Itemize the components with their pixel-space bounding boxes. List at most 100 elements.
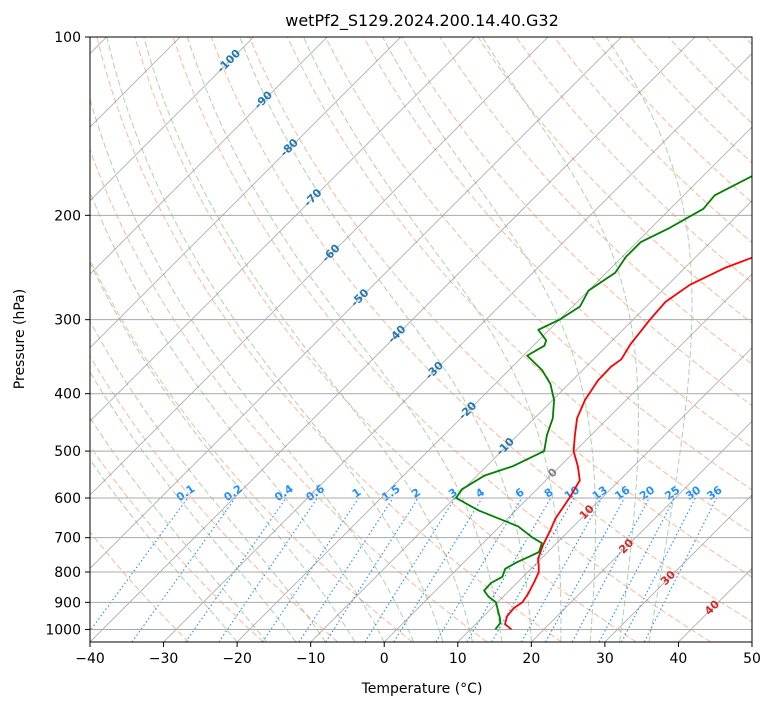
isotherm-line (310, 200, 752, 642)
moist-adiabat (239, 37, 532, 642)
isotherm-label: -40 (385, 322, 408, 345)
x-tick-label: −40 (75, 651, 105, 667)
moist-adiabat (90, 416, 267, 642)
dry-adiabat (629, 37, 752, 164)
mixing-ratio-line (364, 497, 456, 642)
isotherm-line (457, 347, 752, 642)
dry-adiabat (90, 531, 190, 642)
y-tick-label: 800 (54, 565, 81, 581)
mixing-ratio-line (90, 497, 189, 632)
isotherm-line (678, 567, 752, 642)
dry-adiabat (401, 37, 752, 407)
x-tick-label: −10 (296, 651, 326, 667)
mixing-ratio-label: 25 (662, 483, 682, 502)
y-tick-label: 700 (54, 531, 81, 547)
isotherm-label: -50 (348, 286, 371, 309)
y-tick-label: 100 (54, 30, 81, 46)
moist-adiabat (303, 37, 562, 642)
plot-frame (89, 36, 753, 643)
y-tick-label: 600 (54, 491, 81, 507)
mixing-ratio-label: 0.2 (221, 482, 244, 504)
mixing-ratio-line (598, 497, 675, 642)
moist-adiabat (186, 37, 503, 642)
y-axis-label: Pressure (hPa) (12, 289, 28, 389)
axes: −40 −30 −20 −10 0 10 20 30 40 50 1000 900 800 700 600 5… (45, 30, 761, 667)
mixing-ratio-line (545, 497, 625, 642)
mixing-ratio-label: 16 (612, 483, 632, 503)
moist-adiabat (90, 261, 356, 642)
dry-adiabat (439, 37, 752, 365)
isotherm-label: -90 (252, 88, 275, 111)
mixing-ratio-label: 0.4 (272, 482, 296, 504)
mixing-ratio-label: 36 (705, 483, 725, 503)
isotherm-line (531, 420, 752, 642)
dry-adiabat (90, 355, 339, 642)
isotherm-line (90, 37, 696, 642)
dry-adiabat (90, 258, 413, 642)
mixing-ratio-label: 1.5 (379, 482, 402, 504)
mixing-ratio-line (393, 497, 483, 642)
isotherm-label: 10 (577, 502, 597, 522)
x-tick-label: 20 (522, 651, 540, 667)
isotherm-line (383, 273, 752, 642)
isotherm-label: -80 (278, 136, 301, 159)
dry-adiabat (96, 37, 562, 642)
dry-adiabat (744, 37, 752, 46)
x-tick-label: 10 (449, 651, 467, 667)
moist-adiabat (143, 37, 473, 642)
isotherm-line (90, 37, 402, 349)
dry-adiabat (90, 445, 264, 642)
mixing-ratio-line (185, 497, 287, 642)
moist-adiabat (90, 97, 415, 642)
isotherm-label: -70 (301, 186, 324, 209)
dry-adiabat (248, 37, 752, 578)
dry-adiabat (515, 37, 752, 284)
isotherm-label: -30 (423, 359, 446, 382)
mixing-ratio-line (571, 497, 650, 642)
dry-adiabat (210, 37, 752, 623)
moist-adiabat (605, 37, 693, 642)
x-tick-label: 50 (743, 651, 761, 667)
dewpoint-profile (455, 175, 752, 630)
mixing-ratio-line (218, 497, 318, 642)
isotherm-label: -10 (494, 435, 517, 458)
isotherm-line (604, 494, 752, 642)
isotherm-line (751, 641, 752, 642)
dry-adiabat (134, 37, 637, 642)
y-tick-label: 400 (54, 387, 81, 403)
moist-adiabat (90, 190, 385, 642)
isotherm-label: 40 (702, 597, 722, 617)
isotherm-line (90, 37, 328, 275)
x-axis-label: Temperature (°C) (361, 681, 483, 697)
isotherm-line (90, 37, 475, 422)
dry-adiabat (325, 37, 752, 491)
mixing-ratio-line (621, 497, 696, 642)
y-tick-label: 900 (54, 595, 81, 611)
chart-title: wetPf2_S129.2024.200.14.40.G32 (285, 11, 559, 31)
dry-adiabat (90, 148, 488, 642)
dry-adiabat (172, 37, 712, 642)
plot-area: 0.1 0.2 0.4 0.6 1 1.5 2 3 4 6 8 10 13 16 20 25 30 36-100-… (90, 37, 752, 642)
x-tick-label: −30 (149, 651, 179, 667)
mixing-ratio-line (520, 497, 603, 642)
moist-adiabat (382, 37, 597, 642)
x-tick-label: −20 (222, 651, 252, 667)
y-tick-label: 500 (54, 444, 81, 460)
dry-adiabat (668, 37, 752, 125)
mixing-ratio-line (131, 497, 236, 642)
moist-adiabat (481, 37, 639, 642)
isotherm-label: -100 (214, 47, 243, 76)
isotherm-line (90, 37, 549, 496)
x-tick-label: 30 (596, 651, 614, 667)
isotherm-line (90, 37, 622, 570)
y-tick-label: 1000 (45, 622, 81, 638)
mixing-ratio-label: 30 (683, 483, 703, 503)
x-tick-label: 40 (670, 651, 688, 667)
y-tick-label: 300 (54, 313, 81, 329)
moist-adiabat (90, 458, 238, 642)
x-tick-label: 0 (380, 651, 389, 667)
isotherm-line (236, 126, 752, 642)
mixing-ratio-line (643, 497, 718, 642)
isotherm-line (90, 37, 254, 202)
